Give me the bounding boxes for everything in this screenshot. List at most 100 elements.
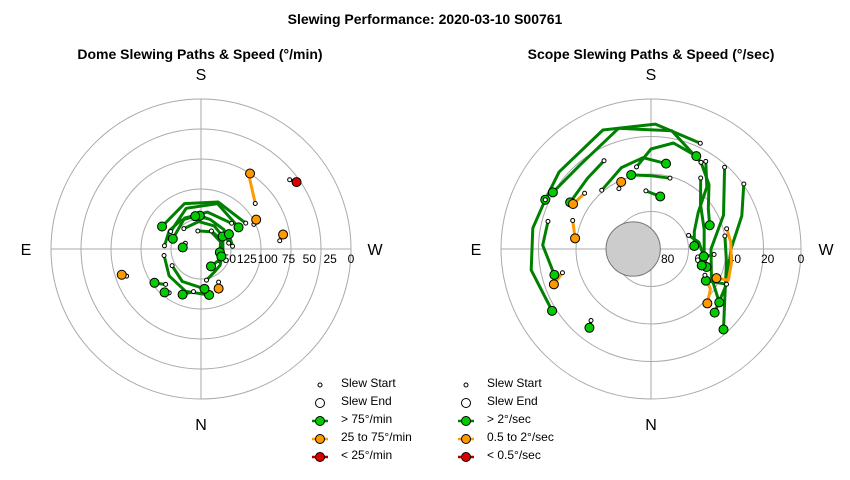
slew-end-marker — [206, 261, 216, 272]
radial-tick-label: 20 — [761, 252, 775, 266]
slew-end-marker — [547, 187, 558, 198]
slew-start-marker — [169, 263, 175, 269]
slew-end-marker — [216, 251, 227, 262]
slew-end-marker — [213, 283, 224, 294]
slew-end-marker — [584, 322, 595, 333]
slew-start-marker — [216, 279, 222, 285]
slew-path — [170, 264, 206, 291]
scope-radial-ticks: 806040200 — [661, 252, 805, 266]
dome-legend-fast-label: > 75°/min — [341, 412, 392, 426]
slew-end-marker — [696, 260, 707, 271]
slew-end-marker — [190, 211, 201, 222]
slew-path — [713, 182, 746, 315]
slew-end-marker — [661, 158, 672, 169]
slew-start-marker — [195, 228, 201, 234]
radial-tick-label: 100 — [258, 252, 278, 266]
slew-start-marker — [226, 240, 232, 246]
slew-end-marker — [157, 221, 168, 232]
dome-compass-top: S — [196, 67, 207, 84]
dome-compass-bottom: N — [195, 417, 207, 434]
slew-end-marker — [698, 251, 709, 262]
slew-end-marker — [711, 273, 722, 284]
legend-slow-marker — [315, 452, 325, 462]
slew-start-marker — [203, 277, 209, 283]
slew-start-marker — [570, 217, 576, 223]
slew-start-marker — [287, 177, 293, 183]
radial-tick-label: 0 — [798, 252, 805, 266]
slew-start-marker — [208, 228, 214, 234]
slew-path — [568, 159, 606, 204]
legend-start-marker — [317, 382, 323, 388]
slew-start-marker — [243, 220, 249, 226]
slew-end-marker — [149, 277, 160, 288]
radial-tick-label: 125 — [237, 252, 257, 266]
slew-start-marker — [702, 272, 708, 278]
slew-path — [687, 233, 706, 258]
dome-polar-grid — [50, 98, 352, 400]
slew-end-marker — [177, 242, 188, 253]
slew-start-marker — [168, 229, 174, 234]
dome-legend-medium-label: 25 to 75°/min — [341, 430, 412, 444]
legend-fast-marker — [461, 416, 471, 426]
slew-path — [722, 234, 728, 331]
scope-legend-start-label: Slew Start — [487, 376, 542, 390]
dome-radial-ticks: 150 125 100 75 50 25 0 — [216, 252, 355, 266]
slew-start-marker — [161, 253, 167, 259]
scope-compass-bottom: N — [645, 417, 657, 434]
slew-start-marker — [616, 186, 622, 192]
slew-start-marker — [724, 226, 730, 232]
legend-medium-marker — [461, 434, 471, 444]
scope-legend: Slew Start Slew End > 2°/sec 0.5 to 2°/s… — [458, 376, 554, 462]
scope-compass-left: E — [471, 242, 482, 259]
slew-start-marker — [161, 243, 167, 249]
slew-start-marker — [230, 243, 236, 249]
slew-path — [541, 219, 556, 277]
slew-start-marker — [542, 197, 548, 203]
slew-end-marker — [704, 220, 715, 231]
radial-tick-label: 75 — [282, 252, 296, 266]
slew-end-marker — [549, 269, 560, 280]
slew-start-marker — [229, 220, 235, 226]
slew-end-marker — [278, 229, 289, 240]
slew-start-marker — [190, 289, 196, 295]
scope-legend-slow-label: < 0.5°/sec — [487, 448, 541, 462]
slew-path — [160, 200, 248, 228]
legend-medium-marker — [315, 434, 325, 444]
slew-path — [600, 156, 668, 192]
legend-fast-marker — [315, 416, 325, 426]
slew-start-marker — [599, 187, 605, 193]
slew-end-marker — [709, 307, 720, 318]
slew-end-marker — [718, 324, 729, 335]
slew-end-marker — [655, 191, 666, 202]
dome-compass-right: W — [367, 242, 383, 259]
slew-start-marker — [643, 188, 649, 194]
slew-end-marker — [177, 289, 188, 300]
scope-legend-medium-label: 0.5 to 2°/sec — [487, 430, 554, 444]
slew-start-marker — [163, 281, 169, 287]
slew-path — [196, 229, 223, 254]
scope-panel: Scope Slewing Paths & Speed (°/sec) S N … — [458, 46, 834, 462]
dome-legend-start-label: Slew Start — [341, 376, 396, 390]
slew-end-marker — [233, 222, 244, 233]
legend-end-marker — [461, 398, 471, 408]
slew-start-marker — [559, 270, 565, 276]
figure-title: Slewing Performance: 2020-03-10 S00761 — [288, 11, 563, 27]
slew-start-marker — [722, 233, 728, 239]
scope-exclusion-zone — [605, 221, 661, 277]
slew-start-marker — [698, 159, 704, 165]
slew-start-marker — [724, 281, 730, 287]
dome-legend-slow-label: < 25°/min — [341, 448, 392, 462]
slew-path — [529, 198, 554, 313]
slew-start-marker — [601, 158, 607, 164]
slew-start-marker — [698, 175, 704, 181]
slew-end-marker — [116, 269, 127, 280]
slew-end-marker — [568, 199, 579, 209]
slew-start-marker — [711, 252, 717, 258]
slew-path — [709, 165, 727, 304]
dome-legend-end-label: Slew End — [341, 394, 392, 408]
slew-start-marker — [181, 226, 187, 232]
slew-start-marker — [741, 181, 747, 187]
slew-end-marker — [291, 177, 302, 188]
slew-path — [162, 254, 211, 297]
